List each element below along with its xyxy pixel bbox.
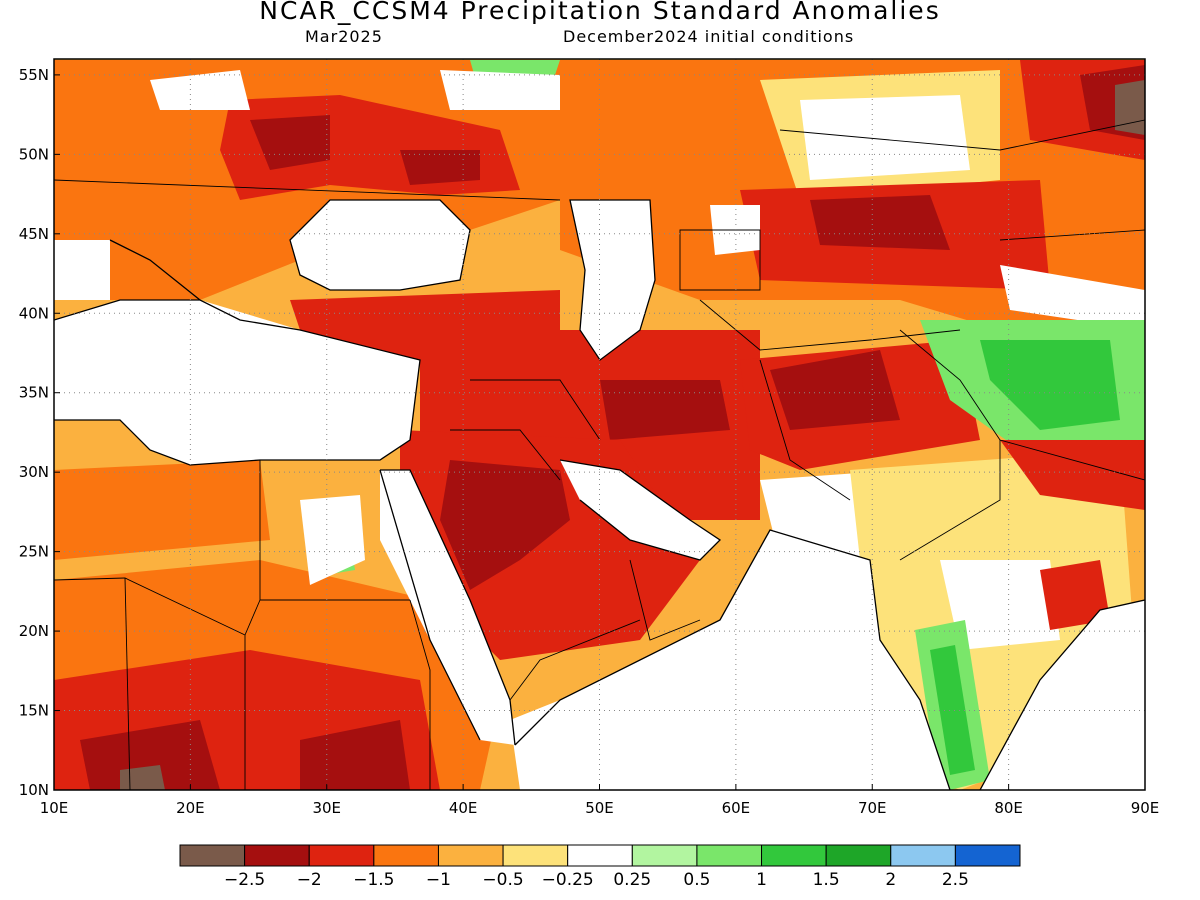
- anomaly-field: [54, 59, 1145, 790]
- colorbar-label: −1: [425, 870, 451, 890]
- colorbar-label: 0.5: [683, 870, 711, 890]
- colorbar-label: 1: [756, 870, 767, 890]
- country-borders: [54, 119, 1145, 790]
- lat-tick-label: 35N: [19, 384, 49, 402]
- europe-darkred-2: [400, 150, 480, 185]
- colorbar-swatch: [373, 844, 439, 867]
- colorbar-swatch: [308, 844, 375, 867]
- colorbar-label: −2.5: [223, 870, 266, 890]
- colorbar-swatch: [761, 844, 827, 867]
- afghan-darkred: [770, 350, 900, 430]
- arabia-darkred: [440, 460, 570, 590]
- bay-of-bengal: [980, 600, 1145, 790]
- iran-darkred: [600, 380, 730, 440]
- coastlines: [54, 199, 1145, 790]
- longitude-labels: 10E 20E 30E 40E 50E 60E 70E 80E 90E: [40, 784, 1160, 817]
- target-month: Mar2025: [305, 27, 383, 46]
- africa-brown: [120, 765, 165, 790]
- initial-conditions: December2024 initial conditions: [563, 27, 855, 46]
- lon-tick-label: 40E: [449, 799, 478, 817]
- colorbar-label: 0.25: [613, 870, 652, 890]
- colorbar-swatch: [567, 844, 633, 867]
- lon-tick-label: 70E: [858, 799, 887, 817]
- colorbar-swatch: [631, 844, 698, 867]
- colorbar-swatch: [954, 844, 1021, 867]
- colorbar-label: −2: [296, 870, 322, 890]
- colorbar-swatch: [890, 844, 956, 867]
- colorbar-swatch: [825, 844, 892, 867]
- lat-tick-label: 55N: [19, 66, 49, 84]
- tibet-darkgreen: [980, 340, 1120, 430]
- north-white: [440, 70, 560, 110]
- colorbar-swatch: [179, 844, 246, 867]
- colorbar-swatch: [437, 844, 504, 867]
- colorbar-label: −0.25: [541, 870, 594, 890]
- africa-darkred-2: [300, 720, 410, 790]
- lat-tick-label: 30N: [19, 463, 49, 481]
- lat-tick-label: 45N: [19, 225, 49, 243]
- black-sea: [290, 200, 470, 290]
- lat-tick-label: 40N: [19, 304, 49, 322]
- colorbar-label: 2: [885, 870, 897, 890]
- egypt-white: [300, 495, 365, 585]
- europe-darkred: [250, 115, 330, 170]
- colorbar-label: 2.5: [941, 870, 969, 890]
- colorbar-swatch: [696, 844, 763, 867]
- colorbar: [179, 844, 1021, 867]
- colorbar-label: 1.5: [812, 870, 840, 890]
- lat-tick-label: 25N: [19, 543, 49, 561]
- lon-tick-label: 80E: [994, 799, 1023, 817]
- central-asia-white: [800, 95, 970, 180]
- arabian-sea: [510, 530, 950, 790]
- colorbar-swatch: [244, 844, 310, 867]
- lon-tick-label: 90E: [1131, 799, 1160, 817]
- himalaya-red: [1000, 440, 1145, 510]
- caspian-sea: [570, 200, 655, 360]
- colorbar-label: −0.5: [482, 870, 524, 890]
- map-title: NCAR_CCSM4 Precipitation Standard Anomal…: [259, 0, 941, 25]
- lat-tick-label: 50N: [19, 145, 49, 163]
- lon-tick-label: 50E: [585, 799, 614, 817]
- adriatic-white: [54, 240, 110, 300]
- libya-orange: [54, 460, 270, 560]
- india-green-2: [930, 645, 975, 775]
- mediterranean: [54, 300, 420, 465]
- latitude-labels: 10N 15N 20N 25N 30N 35N 40N 45N 50N 55N: [19, 66, 60, 799]
- lon-tick-label: 30E: [312, 799, 341, 817]
- india-white: [940, 560, 1060, 650]
- north-white-2: [150, 70, 250, 110]
- gridlines: [54, 59, 1145, 790]
- lon-tick-label: 60E: [722, 799, 751, 817]
- africa-darkred: [80, 720, 220, 790]
- kazakh-darkred: [810, 195, 950, 250]
- lat-tick-label: 10N: [19, 781, 49, 799]
- ne-brown: [1115, 80, 1145, 135]
- bay-red: [1040, 560, 1110, 630]
- lat-tick-label: 20N: [19, 622, 49, 640]
- lat-tick-label: 15N: [19, 702, 49, 720]
- colorbar-label: −1.5: [353, 870, 395, 890]
- red-sea: [380, 470, 515, 745]
- lon-tick-label: 10E: [40, 799, 69, 817]
- lon-tick-label: 20E: [176, 799, 205, 817]
- colorbar-swatch: [502, 844, 569, 867]
- mongolia-white: [1000, 265, 1145, 330]
